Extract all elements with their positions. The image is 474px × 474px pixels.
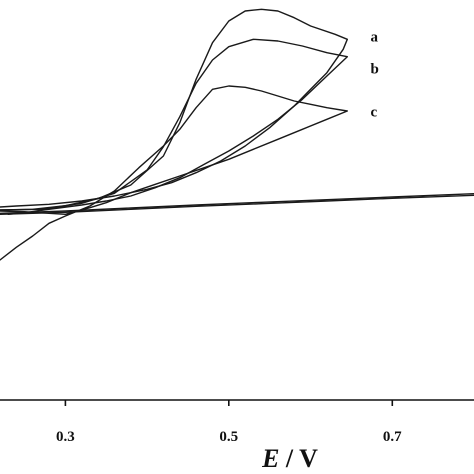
curve-group bbox=[0, 8, 474, 261]
x-tick-label: 0.3 bbox=[56, 429, 75, 445]
baseline-curve-3 bbox=[0, 193, 474, 214]
x-tick-label: 0.5 bbox=[219, 429, 238, 445]
x-axis-title-unit: / V bbox=[279, 444, 318, 473]
curve-a bbox=[0, 8, 348, 211]
x-axis-title-symbol: E bbox=[261, 444, 279, 473]
x-tick-label: 0.7 bbox=[383, 429, 402, 445]
curve-label-a: a bbox=[371, 30, 379, 46]
curve-b bbox=[0, 38, 348, 215]
curve-c bbox=[0, 85, 348, 261]
baseline-curve-4 bbox=[0, 194, 474, 215]
curve-label-c: c bbox=[371, 104, 378, 120]
x-axis-title: E / V bbox=[261, 444, 318, 473]
curve-label-group: ab c bbox=[371, 30, 379, 121]
x-tick-group: 0.3 0.5 0.7 bbox=[56, 400, 402, 445]
curve-label-b: b bbox=[371, 61, 379, 77]
